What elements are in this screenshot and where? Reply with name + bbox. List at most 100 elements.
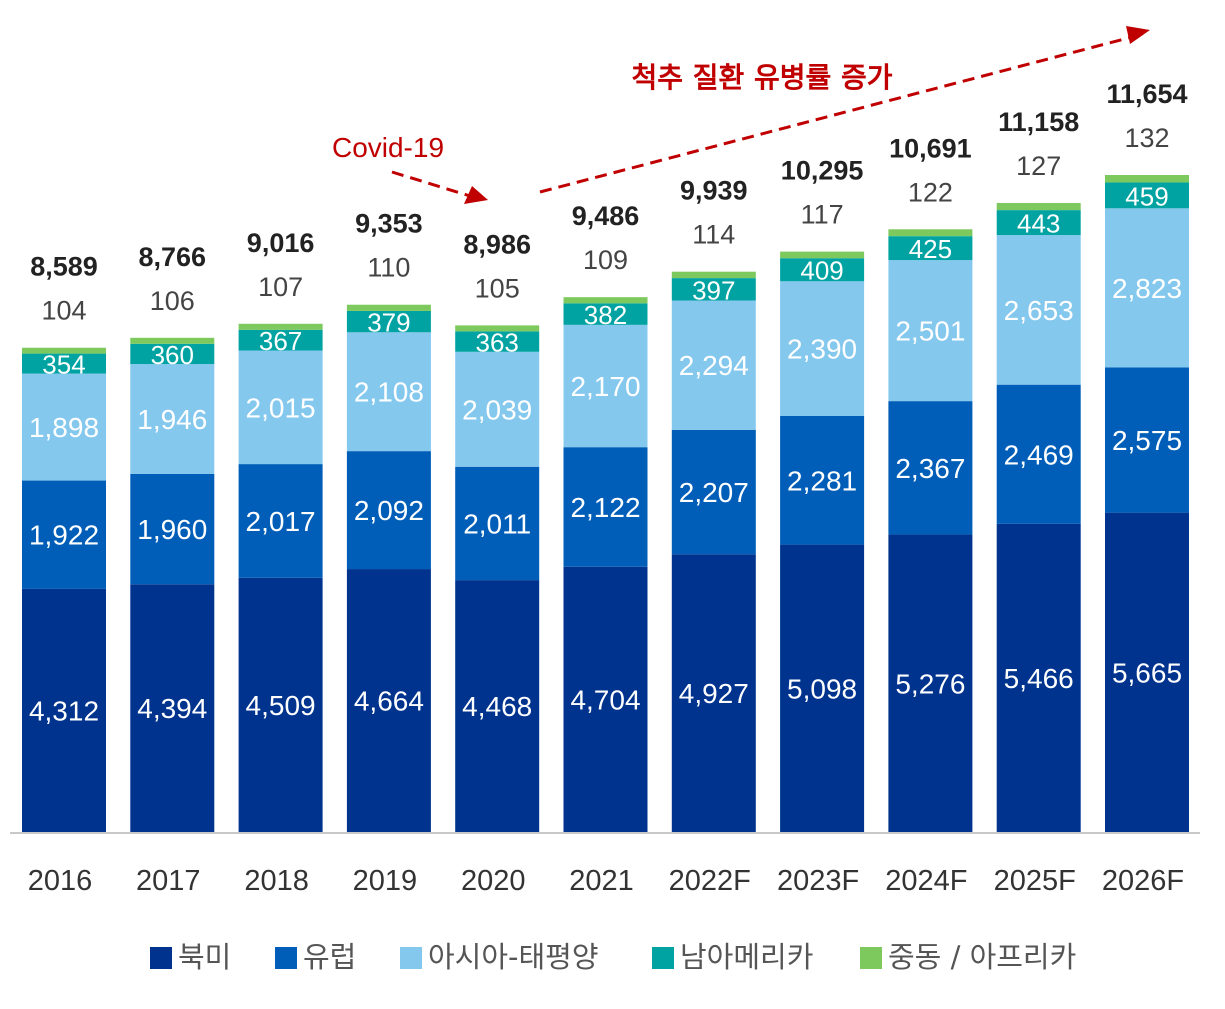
x-tick-label: 2019	[353, 865, 418, 897]
segment-label: 459	[1125, 181, 1168, 211]
legend-label: 중동 / 아프리카	[888, 940, 1076, 974]
total-label: 11,654	[1106, 79, 1187, 109]
bar-segment	[563, 566, 648, 832]
x-tick-label: 2025F	[994, 865, 1076, 897]
segment-label: 2,575	[1112, 425, 1182, 456]
bar-segment	[1105, 512, 1189, 832]
growth-arrowhead-icon	[1126, 26, 1150, 44]
bar-segment	[996, 202, 1081, 211]
bar-segment	[780, 544, 865, 832]
bar-segment	[455, 580, 540, 832]
total-label: 9,939	[680, 176, 748, 206]
total-label: 8,766	[139, 242, 207, 272]
bar-group-2017: 4,394 1,960 1,946 360 106 8,766	[130, 242, 215, 832]
total-label: 10,295	[781, 156, 864, 186]
bar-group-2024F: 5,276 2,367 2,501 425 122 10,691	[888, 133, 973, 832]
segment-label: 4,704	[570, 684, 640, 715]
segment-label: 4,509	[246, 690, 316, 721]
bar-segment	[455, 331, 540, 352]
bar-segment	[238, 323, 323, 330]
legend-swatch	[860, 947, 882, 969]
bar-group-2021: 4,704 2,122 2,170 382 109 9,486	[563, 201, 648, 832]
segment-label: 397	[692, 275, 735, 305]
segment-label: 363	[476, 328, 519, 358]
bar-group-2023F: 5,098 2,281 2,390 409 117 10,295	[780, 156, 865, 832]
annotation-growth: 척추 질환 유병률 증가	[631, 61, 892, 94]
bar-segment	[455, 466, 540, 581]
legend-label: 북미	[178, 940, 231, 974]
total-label: 9,353	[355, 209, 423, 239]
bar-segment	[22, 480, 106, 589]
legend-label: 남아메리카	[680, 940, 813, 974]
segment-label: 1,960	[137, 514, 207, 545]
bar-group-2025F: 5,466 2,469 2,653 443 127 11,158	[996, 107, 1081, 832]
segment-label: 379	[367, 308, 410, 338]
segment-label: 2,039	[462, 394, 532, 425]
segment-label: 360	[151, 340, 194, 370]
segment-label: 4,664	[354, 686, 424, 717]
legend-swatch	[275, 947, 297, 969]
segment-label: 1,946	[137, 404, 207, 435]
legend-swatch	[150, 947, 172, 969]
bar-segment	[888, 236, 973, 261]
segment-label: 2,294	[679, 350, 749, 381]
bar-segment	[1105, 182, 1189, 209]
segment-label: 4,312	[29, 695, 99, 726]
segment-label: 5,665	[1112, 657, 1182, 688]
legend-item: 아시아-태평양	[400, 940, 599, 974]
bar-segment	[780, 251, 865, 259]
segment-label: 5,466	[1004, 663, 1074, 694]
segment-label: 2,367	[895, 453, 965, 484]
bar-segment	[1105, 208, 1189, 368]
bar-segment	[22, 347, 106, 354]
bar-segment	[455, 351, 540, 467]
legend-item: 중동 / 아프리카	[860, 940, 1076, 974]
x-tick-label: 2018	[244, 865, 309, 897]
segment-label: 354	[42, 350, 85, 380]
x-tick-label: 2026F	[1102, 865, 1184, 897]
segment-label: 367	[259, 326, 302, 356]
segment-label: 2,017	[246, 506, 316, 537]
legend-swatch	[400, 947, 422, 969]
segment-label: 2,823	[1112, 273, 1182, 304]
segment-label: 5,098	[787, 673, 857, 704]
bar-segment	[130, 584, 215, 832]
bar-segment	[22, 588, 106, 832]
segment-label: 2,469	[1004, 439, 1074, 470]
bar-segment	[780, 258, 865, 282]
bar-segment	[671, 554, 756, 832]
bar-segment	[130, 337, 215, 344]
me-label: 110	[367, 253, 410, 283]
me-label: 107	[258, 272, 303, 302]
x-tick-label: 2020	[461, 865, 526, 897]
total-label: 11,158	[998, 107, 1079, 137]
segment-label: 4,927	[679, 678, 749, 709]
bar-segment	[563, 303, 648, 325]
bar-segment	[130, 364, 215, 474]
bar-segment	[888, 534, 973, 832]
covid-arrowhead-icon	[464, 186, 488, 204]
bar-segment	[888, 260, 973, 402]
bar-segment	[1105, 175, 1189, 183]
bar-segment	[22, 373, 106, 481]
bar-segment	[563, 447, 648, 567]
bar-group-2018: 4,509 2,017 2,015 367 107 9,016	[238, 228, 323, 832]
segment-label: 2,122	[570, 492, 640, 523]
bar-segment	[671, 300, 756, 430]
bar-segment	[780, 281, 865, 417]
segment-label: 2,011	[463, 508, 531, 539]
legend-label: 유럽	[303, 940, 356, 974]
bar-segment	[346, 569, 431, 832]
me-label: 105	[475, 273, 520, 303]
x-tick-label: 2024F	[885, 865, 967, 897]
bar-segment	[671, 271, 756, 279]
x-tick-label: 2016	[28, 865, 93, 897]
bar-segment	[346, 451, 431, 570]
segment-label: 2,170	[570, 371, 640, 402]
bar-segment	[130, 343, 215, 365]
bar-group-2016: 4,312 1,922 1,898 354 104 8,589	[22, 252, 106, 832]
segment-label: 443	[1017, 209, 1060, 239]
bar-segment	[130, 473, 215, 585]
bar-segment	[996, 384, 1081, 524]
